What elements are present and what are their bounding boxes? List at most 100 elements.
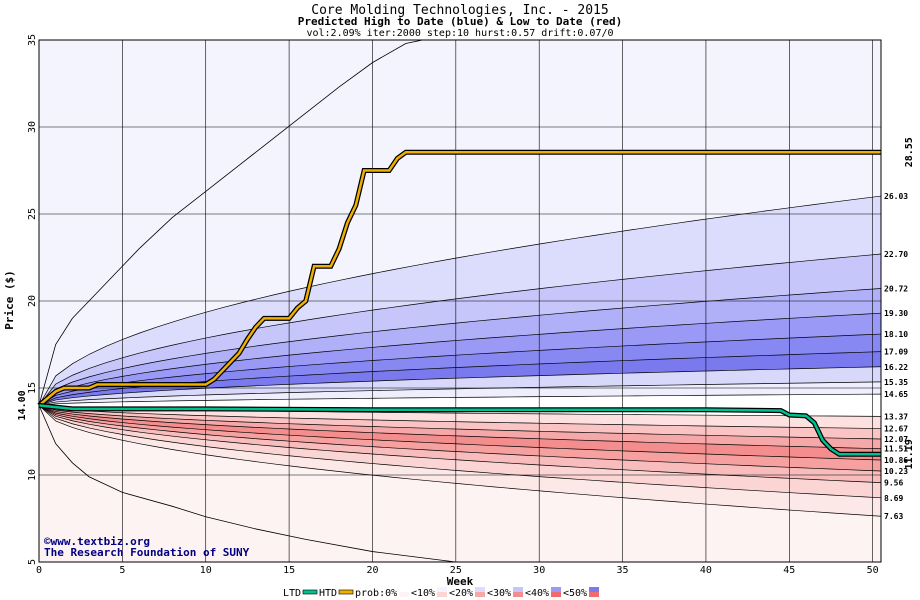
chart-subtitle: Predicted High to Date (blue) & Low to D… (298, 15, 623, 28)
high-band-1 (39, 196, 881, 406)
low-band-4 (39, 405, 881, 471)
start-price-label: 14.00 (17, 390, 28, 420)
band-label-20.72: 20.72 (884, 284, 908, 293)
x-tick-35: 35 (617, 565, 629, 576)
band-label-8.69: 8.69 (884, 494, 903, 503)
legend-swatch-blue-4 (513, 587, 523, 592)
low-band-7 (39, 405, 881, 517)
band-label-12.67: 12.67 (884, 425, 908, 434)
high-band-7 (39, 366, 881, 406)
low-band-5 (39, 405, 881, 483)
y-tick-25: 25 (27, 208, 38, 220)
x-tick-10: 10 (200, 565, 212, 576)
chart-params: vol:2.09% iter:2000 step:10 hurst:0.57 d… (306, 28, 613, 39)
legend-swatch-htd (338, 589, 354, 595)
band-label-19.30: 19.30 (884, 309, 908, 318)
band-label-12.07: 12.07 (884, 435, 908, 444)
legend-swatch-blue-3 (475, 587, 485, 592)
y-tick-5: 5 (27, 559, 38, 565)
band-line-17 (38, 405, 882, 499)
x-tick-45: 45 (783, 565, 795, 576)
band-line-15 (38, 405, 882, 472)
legend-swatch-blue-5 (551, 587, 561, 592)
low-band-1 (39, 405, 881, 439)
y-tick-35: 35 (27, 34, 38, 46)
y-tick-10: 10 (27, 469, 38, 481)
high-band-4 (39, 313, 881, 406)
ltd-line (38, 404, 881, 456)
envelope-upper (38, 39, 423, 406)
legend-label-htd: HTD (319, 588, 337, 599)
band-line-16 (38, 405, 882, 484)
band-line-11 (38, 405, 882, 429)
legend-swatch-red-3 (475, 592, 485, 597)
y-tick-30: 30 (27, 121, 38, 133)
band-line-3 (38, 288, 882, 406)
band-label-26.03: 26.03 (884, 192, 908, 201)
x-tick-20: 20 (366, 565, 378, 576)
band-line-12 (38, 405, 882, 440)
x-tick-15: 15 (283, 565, 295, 576)
legend-swatch-blue-1 (399, 587, 409, 592)
band-value-labels: 26.03 22.70 20.72 19.30 18.10 17.09 16.22 15.35… (884, 192, 908, 521)
low-band-3 (39, 405, 881, 461)
band-line-8 (38, 381, 882, 406)
band-line-1 (38, 195, 882, 406)
x-tick-0: 0 (36, 565, 42, 576)
x-axis-label: Week (447, 575, 474, 588)
legend-label-1: prob:0% (355, 588, 397, 599)
series-lines (37, 149, 881, 457)
legend-swatch-red-2 (437, 592, 447, 597)
x-axis-ticks: 0 5 10 15 20 25 30 35 40 45 50 (36, 565, 879, 576)
band-label-7.63: 7.63 (884, 512, 903, 521)
band-line-14 (38, 405, 882, 461)
low-band-9 (39, 405, 881, 562)
legend-swatch-red-5 (551, 592, 561, 597)
band-label-16.22: 16.22 (884, 363, 908, 372)
x-tick-40: 40 (700, 565, 712, 576)
legend-label-6: <50% (563, 588, 587, 599)
band-label-15.35: 15.35 (884, 378, 908, 387)
band-line-9 (38, 393, 882, 406)
low-band-6 (39, 405, 881, 498)
band-label-10.86: 10.86 (884, 456, 908, 465)
y-axis-label: Price ($) (3, 270, 16, 330)
legend-swatch-red-1 (399, 592, 409, 597)
envelope-lower (38, 405, 456, 563)
ltd-end-label: 11.19 (904, 439, 915, 469)
envelope-lines (38, 39, 456, 563)
band-line-13 (38, 405, 882, 450)
high-band-0 (39, 40, 881, 406)
low-band-2 (39, 405, 881, 449)
legend-swatch-blue-6 (589, 587, 599, 592)
y-tick-15: 15 (27, 382, 38, 394)
band-line-4 (38, 312, 882, 406)
legend-label-ltd: LTD (283, 588, 301, 599)
plot-frame (38, 39, 882, 563)
high-band-5 (39, 334, 881, 406)
x-tick-30: 30 (533, 565, 545, 576)
band-label-14.65: 14.65 (884, 390, 908, 399)
x-tick-50: 50 (867, 565, 879, 576)
y-tick-20: 20 (27, 295, 38, 307)
high-band-2 (39, 254, 881, 406)
high-band-6 (39, 351, 881, 406)
band-label-18.10: 18.10 (884, 330, 908, 339)
band-line-2 (38, 253, 882, 406)
band-label-17.09: 17.09 (884, 348, 908, 357)
x-tick-5: 5 (119, 565, 125, 576)
y-axis-ticks: 5 10 15 20 25 30 35 (27, 34, 38, 565)
legend-label-4: <30% (487, 588, 511, 599)
band-label-10.23: 10.23 (884, 467, 908, 476)
credit-line-1: ©www.textbiz.org (44, 535, 150, 548)
htd-line (38, 150, 881, 407)
legend-label-5: <40% (525, 588, 549, 599)
chart-title: Core Molding Technologies, Inc. - 2015 (311, 3, 608, 18)
credit-line-2: The Research Foundation of SUNY (44, 546, 250, 559)
band-label-22.70: 22.70 (884, 250, 908, 259)
legend-swatch-red-4 (513, 592, 523, 597)
legend-label-3: <20% (449, 588, 473, 599)
band-line-5 (38, 333, 882, 406)
legend-swatch-red-6 (589, 592, 599, 597)
